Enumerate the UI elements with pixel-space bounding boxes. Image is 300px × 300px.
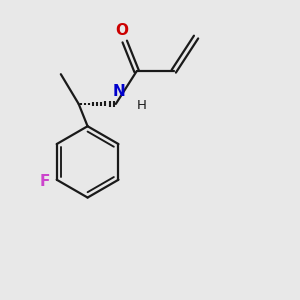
Text: O: O <box>115 23 128 38</box>
Text: F: F <box>40 174 50 189</box>
Text: H: H <box>137 99 147 112</box>
Text: N: N <box>112 85 125 100</box>
